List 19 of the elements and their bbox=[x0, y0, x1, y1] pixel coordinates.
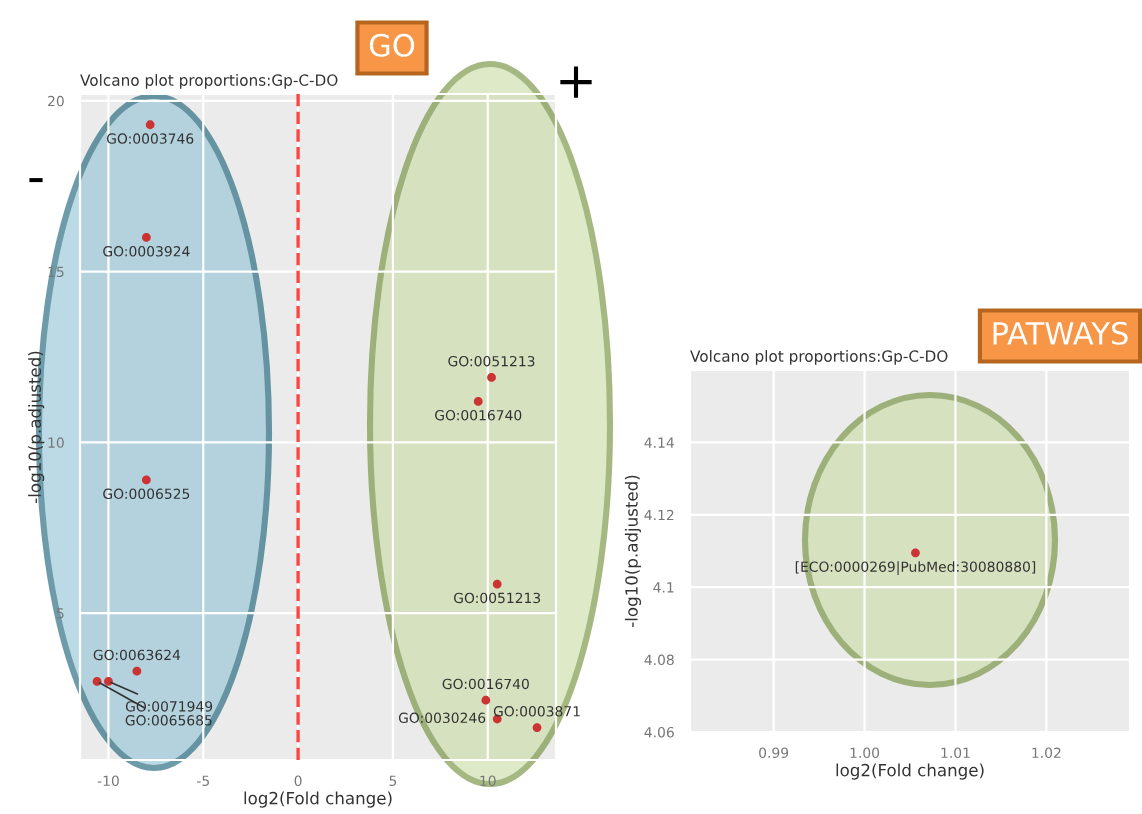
x-axis-title: log2(Fold change) bbox=[836, 763, 984, 780]
text: - bbox=[29, 178, 43, 183]
y-axis-title: -log10(p.adjusted) bbox=[28, 351, 45, 503]
point bbox=[473, 396, 483, 406]
text: + bbox=[560, 66, 592, 98]
x-axis-title: log2(Fold change) bbox=[244, 791, 392, 808]
point bbox=[492, 579, 502, 589]
text: PATWAYS bbox=[993, 321, 1128, 345]
point bbox=[487, 373, 496, 382]
point bbox=[92, 677, 102, 686]
point bbox=[481, 695, 491, 705]
point bbox=[141, 475, 151, 485]
y-axis-title: -log10(p.adjusted) bbox=[624, 475, 642, 627]
point bbox=[104, 677, 113, 686]
point bbox=[532, 723, 542, 732]
text: GO bbox=[369, 33, 415, 57]
point bbox=[145, 120, 155, 130]
point bbox=[132, 666, 142, 676]
point bbox=[141, 233, 151, 242]
